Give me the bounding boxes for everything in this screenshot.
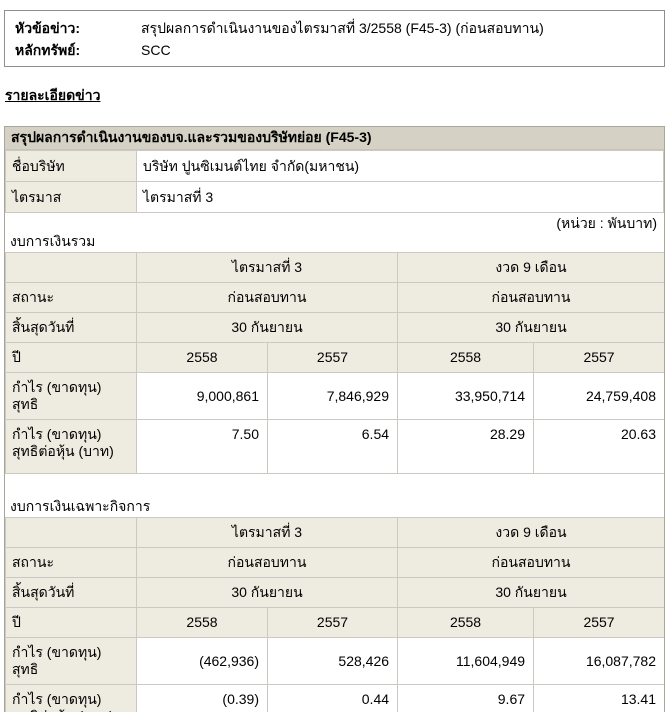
end-date-row: สิ้นสุดวันที่ 30 กันยายน 30 กันยายน xyxy=(5,312,664,343)
quarter-row: ไตรมาส ไตรมาสที่ 3 xyxy=(5,181,664,213)
year-cell: 2557 xyxy=(266,342,399,373)
eps-label-line1: กำไร (ขาดทุน) xyxy=(12,426,102,442)
status-label-cell: สถานะ xyxy=(5,282,137,313)
net-profit-value-cell: (462,936) xyxy=(136,637,268,685)
net-profit-value-cell: 24,759,408 xyxy=(533,372,664,420)
net-profit-value-cell: 33,950,714 xyxy=(397,372,535,420)
net-profit-row: กำไร (ขาดทุน) สุทธิ (462,936) 528,426 11… xyxy=(5,637,664,685)
section-gap xyxy=(5,474,664,498)
company-info-table: ชื่อบริษัท บริษัท ปูนซิเมนต์ไทย จำกัด(มห… xyxy=(5,150,664,213)
status-value-cell: ก่อนสอบทาน xyxy=(397,282,664,313)
end-date-label-cell: สิ้นสุดวันที่ xyxy=(5,577,137,608)
security-value: SCC xyxy=(141,42,171,58)
year-cell: 2557 xyxy=(533,607,664,638)
status-value-cell: ก่อนสอบทาน xyxy=(397,547,664,578)
status-value-cell: ก่อนสอบทาน xyxy=(135,547,399,578)
empty-corner-cell xyxy=(5,517,137,548)
eps-label-line1: กำไร (ขาดทุน) xyxy=(12,691,102,707)
company-row: ชื่อบริษัท บริษัท ปูนซิเมนต์ไทย จำกัด(มห… xyxy=(5,150,664,182)
news-details-heading: รายละเอียดข่าว xyxy=(5,87,101,103)
eps-label-line2: สุทธิต่อหุ้น (บาท) xyxy=(12,443,114,459)
eps-value-cell: 9.67 xyxy=(397,684,535,712)
net-profit-value-cell: 9,000,861 xyxy=(136,372,268,420)
year-cell: 2558 xyxy=(397,607,535,638)
status-value-cell: ก่อนสอบทาน xyxy=(135,282,399,313)
unit-note: (หน่วย : พันบาท) xyxy=(556,215,657,231)
end-date-row: สิ้นสุดวันที่ 30 กันยายน 30 กันยายน xyxy=(5,577,664,608)
financial-table-separate: ไตรมาสที่ 3 งวด 9 เดือน สถานะ ก่อนสอบทาน… xyxy=(5,517,664,712)
end-date-label-cell: สิ้นสุดวันที่ xyxy=(5,312,137,343)
eps-value-cell: 7.50 xyxy=(136,419,268,474)
status-label-cell: สถานะ xyxy=(5,547,137,578)
net-profit-label-cell: กำไร (ขาดทุน) สุทธิ xyxy=(5,637,137,685)
eps-label-cell: กำไร (ขาดทุน)สุทธิต่อหุ้น (บาท) xyxy=(5,419,137,474)
eps-label-cell: กำไร (ขาดทุน)สุทธิต่อหุ้น (บาท) xyxy=(5,684,137,712)
eps-value-cell: 28.29 xyxy=(397,419,535,474)
section-label-consolidated: งบการเงินรวม xyxy=(10,233,96,249)
status-row: สถานะ ก่อนสอบทาน ก่อนสอบทาน xyxy=(5,282,664,313)
nine-month-group-header: งวด 9 เดือน xyxy=(397,517,664,548)
eps-row: กำไร (ขาดทุน)สุทธิต่อหุ้น (บาท) (0.39) 0… xyxy=(5,684,664,712)
empty-corner-cell xyxy=(5,252,137,283)
company-label-cell: ชื่อบริษัท xyxy=(5,150,137,182)
quarter-value-cell: ไตรมาสที่ 3 xyxy=(136,181,664,213)
eps-label-line2: สุทธิต่อหุ้น (บาท) xyxy=(12,708,114,712)
net-profit-row: กำไร (ขาดทุน) สุทธิ 9,000,861 7,846,929 … xyxy=(5,372,664,420)
report-title-bar: สรุปผลการดำเนินงานของบจ.และรวมของบริษัทย… xyxy=(5,127,664,150)
net-profit-label-cell: กำไร (ขาดทุน) สุทธิ xyxy=(5,372,137,420)
year-cell: 2557 xyxy=(266,607,399,638)
section-label-separate: งบการเงินเฉพาะกิจการ xyxy=(10,498,151,514)
news-header-value: สรุปผลการดำเนินงานของไตรมาสที่ 3/2558 (F… xyxy=(141,20,544,36)
end-date-value-cell: 30 กันยายน xyxy=(397,312,664,343)
news-header-label: หัวข้อข่าว: xyxy=(15,20,81,36)
end-date-value-cell: 30 กันยายน xyxy=(135,577,399,608)
report-container: สรุปผลการดำเนินงานของบจ.และรวมของบริษัทย… xyxy=(4,126,665,712)
eps-row: กำไร (ขาดทุน) สุทธิต่อหุ้น (บาท) 7.50 6.5… xyxy=(5,419,664,474)
year-row: ปี 2558 2557 2558 2557 xyxy=(5,607,664,638)
net-profit-value-cell: 7,846,929 xyxy=(266,372,399,420)
status-row: สถานะ ก่อนสอบทาน ก่อนสอบทาน xyxy=(5,547,664,578)
end-date-value-cell: 30 กันยายน xyxy=(135,312,399,343)
eps-value-cell: 0.44 xyxy=(266,684,399,712)
year-label-cell: ปี xyxy=(5,607,137,638)
year-cell: 2558 xyxy=(136,607,268,638)
quarter-group-header: ไตรมาสที่ 3 xyxy=(135,252,399,283)
net-profit-value-cell: 11,604,949 xyxy=(397,637,535,685)
year-cell: 2557 xyxy=(533,342,664,373)
year-cell: 2558 xyxy=(136,342,268,373)
news-header-box: หัวข้อข่าว: สรุปผลการดำเนินงานของไตรมาสท… xyxy=(4,10,665,67)
quarter-group-header: ไตรมาสที่ 3 xyxy=(135,517,399,548)
eps-value-cell: 13.41 xyxy=(533,684,664,712)
financial-table-consolidated: ไตรมาสที่ 3 งวด 9 เดือน สถานะ ก่อนสอบทาน… xyxy=(5,252,664,474)
eps-value-cell: 20.63 xyxy=(533,419,664,474)
year-cell: 2558 xyxy=(397,342,535,373)
group-header-row: ไตรมาสที่ 3 งวด 9 เดือน xyxy=(5,517,664,548)
eps-value-cell: 6.54 xyxy=(266,419,399,474)
eps-value-cell: (0.39) xyxy=(136,684,268,712)
end-date-value-cell: 30 กันยายน xyxy=(397,577,664,608)
year-row: ปี 2558 2557 2558 2557 xyxy=(5,342,664,373)
nine-month-group-header: งวด 9 เดือน xyxy=(397,252,664,283)
year-label-cell: ปี xyxy=(5,342,137,373)
company-value-cell: บริษัท ปูนซิเมนต์ไทย จำกัด(มหาชน) xyxy=(136,150,664,182)
net-profit-value-cell: 16,087,782 xyxy=(533,637,664,685)
net-profit-value-cell: 528,426 xyxy=(266,637,399,685)
group-header-row: ไตรมาสที่ 3 งวด 9 เดือน xyxy=(5,252,664,283)
security-label: หลักทรัพย์: xyxy=(15,42,81,58)
quarter-label-cell: ไตรมาส xyxy=(5,181,137,213)
